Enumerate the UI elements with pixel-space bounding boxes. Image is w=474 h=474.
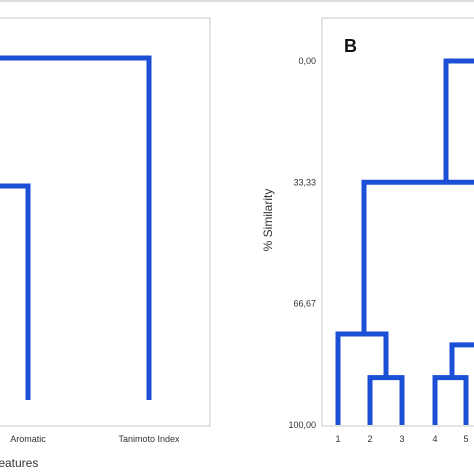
merge-2-3 xyxy=(367,375,405,425)
panel-a-links xyxy=(0,55,152,400)
leaf-label-1: 1 xyxy=(335,434,340,444)
link-top-to-tanimoto-index xyxy=(0,55,152,400)
y-tick-label: 0,00 xyxy=(298,56,316,66)
merge-45-right xyxy=(449,342,474,378)
y-tick-label: 100,00 xyxy=(288,420,316,430)
leaf-label-5: 5 xyxy=(463,434,468,444)
merge-123-45 xyxy=(361,179,474,334)
y-tick-label: 33,33 xyxy=(293,177,316,187)
leaf-label-2: 2 xyxy=(367,434,372,444)
panel-b-links xyxy=(335,58,474,425)
leaf-label-tanimoto-index: Tanimoto Index xyxy=(118,434,180,444)
leaf-label-aromatic: Aromatic xyxy=(10,434,46,444)
panel-b-letter: B xyxy=(344,36,357,56)
panel-a-frame xyxy=(0,17,211,427)
merge-top xyxy=(443,58,474,183)
link-mid-to-aromatic xyxy=(0,183,31,400)
leaf-label-4: 4 xyxy=(432,434,437,444)
leaf-label-3: 3 xyxy=(399,434,404,444)
panel-a-xlabel: Features xyxy=(0,456,38,470)
panel-b-frame xyxy=(321,17,474,427)
merge-4-5 xyxy=(432,375,469,425)
panel-b-ylabel: % Similarity xyxy=(261,189,275,252)
panel-b-leaf-labels: 1 2 3 4 5 xyxy=(335,434,468,444)
panel-b-yticks: 0,00 33,33 66,67 100,00 xyxy=(288,56,316,430)
y-tick-label: 66,67 xyxy=(293,299,316,309)
